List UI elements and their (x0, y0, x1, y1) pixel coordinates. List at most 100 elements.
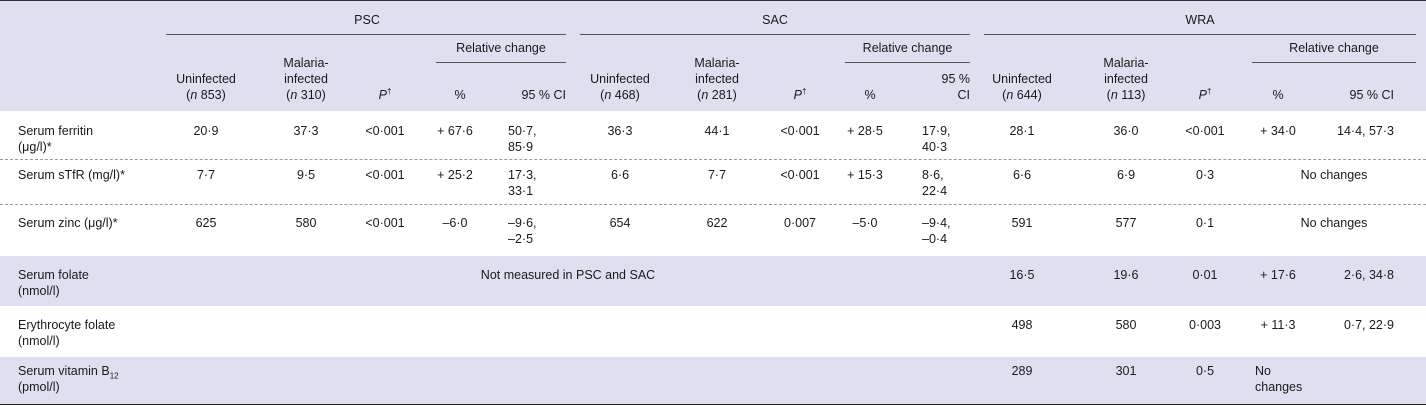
group-header-sac: SAC (762, 13, 788, 27)
cell: 37·3 (293, 124, 319, 138)
cell: No changes (1300, 216, 1368, 230)
cell: 50·7, (508, 124, 537, 138)
cell: 20·9 (193, 124, 219, 138)
cell: 40·3 (922, 140, 948, 154)
cell: 7·7 (707, 168, 727, 182)
cell: 17·3, (508, 168, 537, 182)
rule (436, 62, 566, 63)
cell: <0·001 (365, 168, 405, 182)
rule (580, 34, 970, 35)
cell: 14·4, 57·3 (1337, 124, 1394, 138)
cell: 6·6 (1012, 168, 1032, 182)
cell: 0·01 (1192, 268, 1218, 282)
col-malaria: infected (695, 72, 739, 86)
group-header-wra: WRA (1185, 13, 1215, 27)
cell: <0·001 (365, 216, 405, 230)
cell: changes (1255, 380, 1303, 394)
cell: + 15·3 (847, 168, 883, 182)
cell: 0·007 (784, 216, 816, 230)
col-ci: 95 % (941, 72, 971, 86)
col-uninfected: Uninfected (590, 72, 650, 86)
cell: 0·1 (1195, 216, 1215, 230)
col-pct: % (1272, 88, 1284, 102)
row-label: Serum sTfR (mg/l)* (18, 168, 125, 182)
cell: 2·6, 34·8 (1343, 268, 1394, 282)
cell: 6·9 (1116, 168, 1136, 182)
row-divider (0, 159, 1426, 160)
col-n: (n 644) (1002, 88, 1042, 102)
table-header (0, 0, 1426, 111)
cell: 625 (195, 216, 217, 230)
cell: 9·5 (296, 168, 316, 182)
cell: 85·9 (508, 140, 534, 154)
rule (166, 34, 566, 35)
cell: 0·7, 22·9 (1343, 318, 1394, 332)
col-malaria: infected (1104, 72, 1148, 86)
col-n: (n 468) (600, 88, 640, 102)
cell: –6·0 (442, 216, 468, 230)
col-n: (n 853) (186, 88, 226, 102)
col-p: P† (1198, 86, 1212, 102)
cell: <0·001 (780, 168, 820, 182)
cell: <0·001 (365, 124, 405, 138)
cell: 28·1 (1009, 124, 1035, 138)
cell: –9·4, (922, 216, 951, 230)
cell: + 17·6 (1260, 268, 1296, 282)
cell: 301 (1115, 364, 1137, 378)
cell: + 34·0 (1260, 124, 1296, 138)
col-uninfected: Uninfected (176, 72, 236, 86)
cell: No changes (1300, 168, 1368, 182)
cell: 289 (1011, 364, 1033, 378)
relative-change-header: Relative change (456, 41, 546, 55)
relative-change-header: Relative change (862, 41, 953, 55)
cell: + 67·6 (437, 124, 473, 138)
row-label: (μg/l)* (18, 140, 52, 154)
cell: No (1255, 364, 1271, 378)
cell: –9·6, (508, 216, 537, 230)
cell: 22·4 (922, 184, 948, 198)
cell: 33·1 (508, 184, 534, 198)
cell: 8·6, (922, 168, 944, 182)
row-label: Serum folate (18, 268, 89, 282)
col-ci: CI (957, 88, 971, 102)
not-measured-note: Not measured in PSC and SAC (480, 268, 656, 282)
row-label: (pmol/l) (18, 380, 60, 394)
col-malaria: infected (284, 72, 328, 86)
row-band (0, 256, 1426, 306)
cell: 7·7 (196, 168, 216, 182)
cell: –2·5 (508, 232, 534, 246)
col-n: (n 281) (697, 88, 737, 102)
col-malaria: Malaria- (1103, 56, 1149, 70)
rule (984, 34, 1416, 35)
cell: 0·5 (1195, 364, 1215, 378)
cell: + 25·2 (437, 168, 473, 182)
col-pct: % (864, 88, 876, 102)
col-p: P† (378, 86, 392, 102)
cell: 580 (295, 216, 317, 230)
col-n: (n 113) (1106, 88, 1146, 102)
col-malaria: Malaria- (283, 56, 329, 70)
cell: –0·4 (922, 232, 948, 246)
cell: 44·1 (704, 124, 730, 138)
col-uninfected: Uninfected (992, 72, 1052, 86)
cell: 622 (706, 216, 728, 230)
row-label: Serum ferritin (18, 124, 94, 138)
col-ci: 95 % CI (521, 88, 566, 102)
row-label: (nmol/l) (18, 334, 60, 348)
row-divider (0, 204, 1426, 205)
row-label: Serum vitamin B12 (18, 364, 119, 381)
cell: + 28·5 (847, 124, 883, 138)
row-band (0, 357, 1426, 404)
cell: 19·6 (1113, 268, 1139, 282)
row-label: Erythrocyte folate (18, 318, 116, 332)
cell: 6·6 (610, 168, 630, 182)
col-malaria: Malaria- (694, 56, 740, 70)
cell: 580 (1115, 318, 1137, 332)
cell: –5·0 (852, 216, 878, 230)
col-ci: 95 % CI (1349, 88, 1394, 102)
cell: 498 (1011, 318, 1033, 332)
col-n: (n 310) (286, 88, 326, 102)
relative-change-header: Relative change (1289, 41, 1379, 55)
cell: 16·5 (1009, 268, 1035, 282)
